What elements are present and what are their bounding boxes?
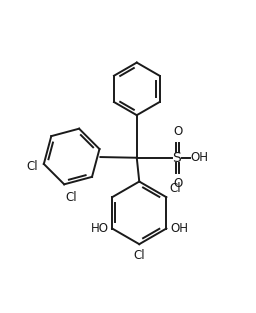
Text: Cl: Cl bbox=[169, 182, 180, 195]
Text: O: O bbox=[173, 177, 182, 190]
Text: OH: OH bbox=[170, 222, 188, 235]
Text: Cl: Cl bbox=[26, 160, 38, 173]
Text: O: O bbox=[173, 125, 182, 138]
Text: HO: HO bbox=[90, 222, 108, 235]
Text: OH: OH bbox=[191, 151, 209, 164]
Text: Cl: Cl bbox=[66, 191, 77, 203]
Text: S: S bbox=[173, 151, 181, 165]
Text: Cl: Cl bbox=[133, 249, 145, 262]
